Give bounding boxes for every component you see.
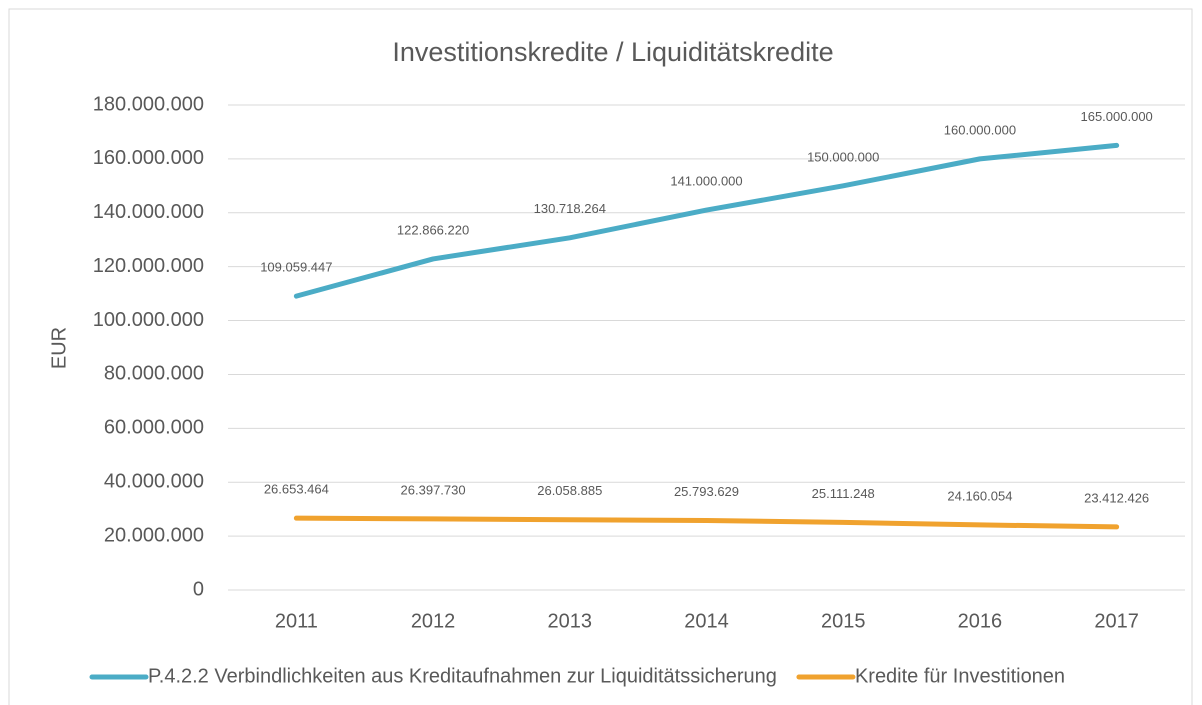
data-label: 25.793.629 [674, 484, 739, 499]
data-label: 109.059.447 [260, 260, 332, 275]
legend-label: Kredite für Investitionen [855, 665, 1065, 687]
data-label: 160.000.000 [944, 122, 1016, 137]
legend-label: P.4.2.2 Verbindlichkeiten aus Kreditaufn… [148, 665, 777, 687]
x-tick-label: 2012 [411, 610, 456, 632]
data-label: 25.111.248 [812, 486, 875, 501]
data-label: 23.412.426 [1084, 490, 1149, 505]
data-label: 26.653.464 [264, 482, 329, 497]
x-tick-label: 2014 [684, 610, 729, 632]
y-tick-label: 80.000.000 [104, 363, 204, 385]
chart-title: Investitionskredite / Liquiditätskredite [392, 37, 833, 67]
y-tick-label: 140.000.000 [93, 201, 204, 223]
x-tick-label: 2015 [821, 610, 866, 632]
x-tick-label: 2017 [1094, 610, 1139, 632]
y-tick-label: 160.000.000 [93, 147, 204, 169]
data-label: 130.718.264 [534, 201, 606, 216]
y-axis-label: EUR [48, 327, 70, 369]
x-tick-label: 2011 [275, 610, 318, 632]
data-label: 26.058.885 [537, 483, 602, 498]
y-tick-label: 120.000.000 [93, 255, 204, 277]
x-tick-label: 2013 [548, 610, 593, 632]
data-label: 141.000.000 [670, 174, 742, 189]
y-tick-label: 20.000.000 [104, 524, 204, 546]
y-tick-label: 40.000.000 [104, 471, 204, 493]
data-label: 165.000.000 [1080, 109, 1152, 124]
y-tick-label: 0 [193, 578, 204, 600]
data-line [293, 515, 1120, 530]
data-label: 26.397.730 [401, 482, 466, 497]
y-tick-label: 100.000.000 [93, 309, 204, 331]
chart-frame [8, 8, 1193, 705]
data-label: 122.866.220 [397, 222, 469, 237]
data-line [293, 142, 1120, 299]
data-label: 150.000.000 [807, 149, 879, 164]
data-label: 24.160.054 [947, 488, 1012, 503]
y-tick-label: 60.000.000 [104, 417, 204, 439]
y-tick-label: 180.000.000 [93, 93, 204, 115]
x-tick-label: 2016 [958, 610, 1003, 632]
